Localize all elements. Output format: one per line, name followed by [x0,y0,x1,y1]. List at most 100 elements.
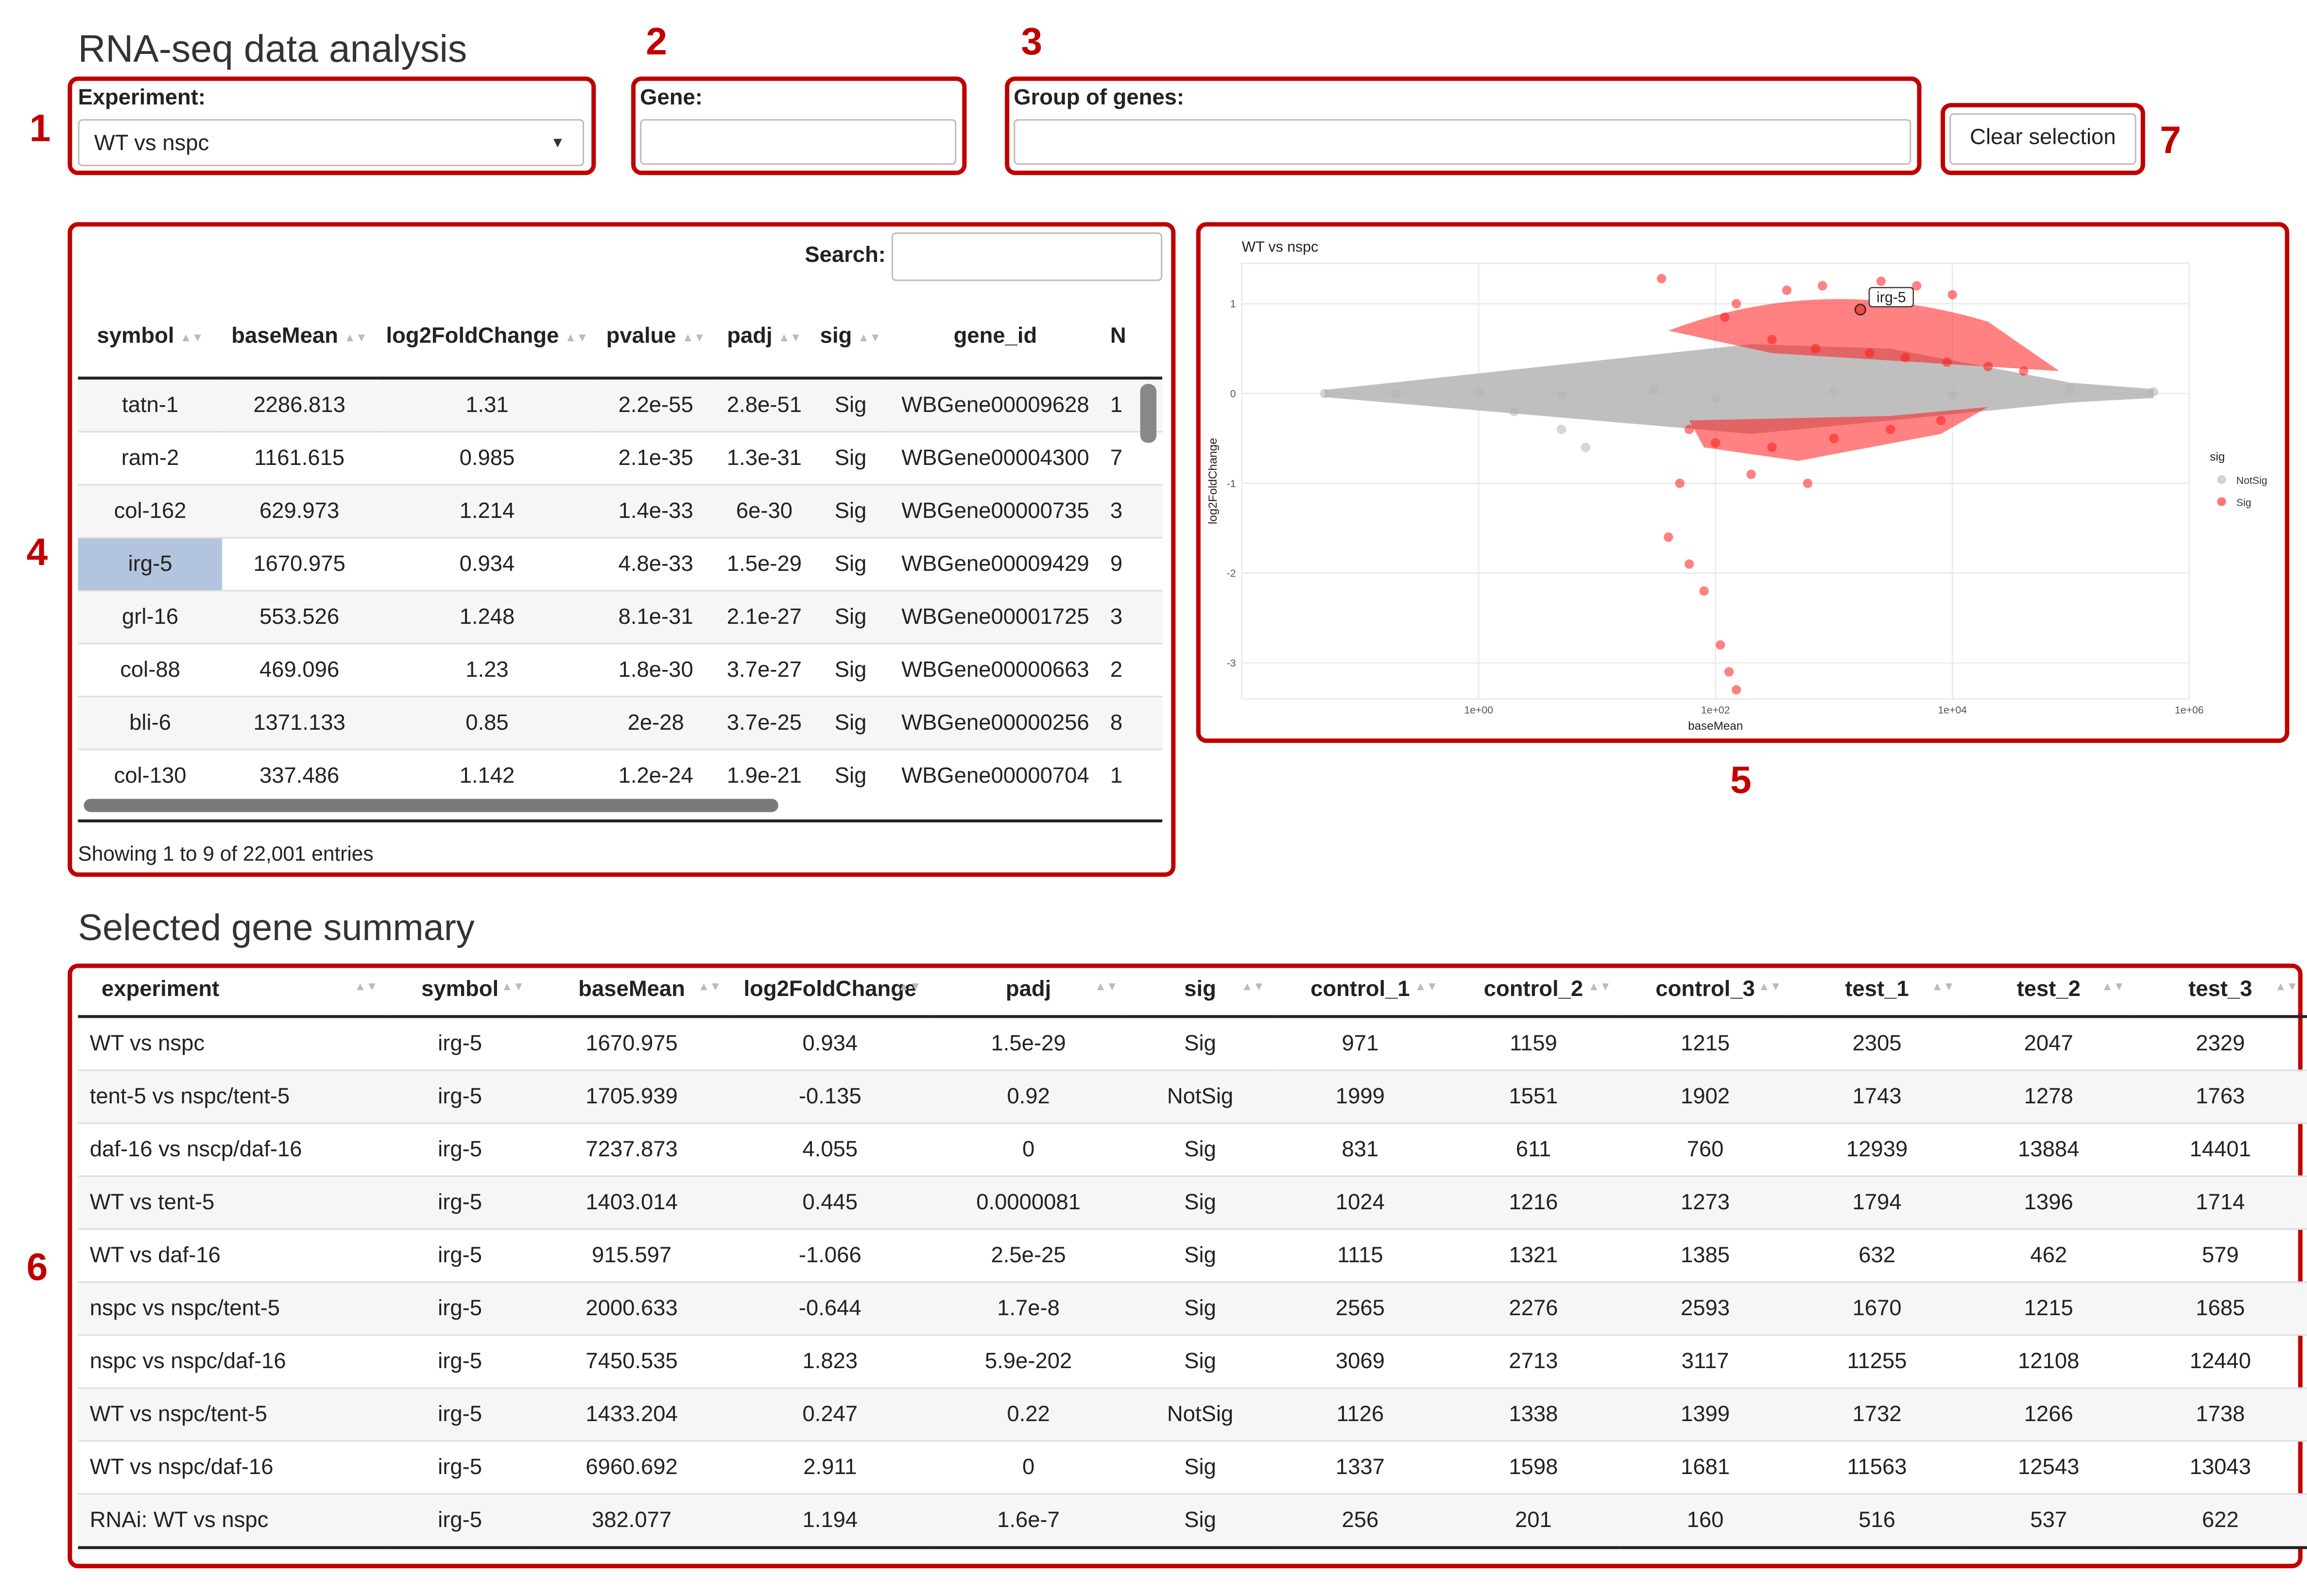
table-row[interactable]: col-162 629.973 1.214 1.4e-33 6e-30 Sig WBGene… [78,484,1163,538]
gene-input[interactable] [640,119,957,165]
summary-col-header-control-3[interactable]: control_3 ▲▼ [1620,963,1791,1018]
summary-cell-experiment: nspc vs nspc/tent-5 [78,1281,387,1335]
table-row[interactable]: irg-5 1670.975 0.934 4.8e-33 1.5e-29 Sig WBGen… [78,537,1163,591]
cell-n: 9 [1104,537,1163,591]
table-row[interactable]: tatn-1 2286.813 1.31 2.2e-55 2.8e-51 Sig WBGen… [78,377,1163,432]
col-header-pvalue[interactable]: pvalue ▲▼ [598,294,714,380]
cell-pvalue: 1.4e-33 [598,484,714,538]
data-point-notsig [1391,389,1401,398]
summary-cell-control-3: 2593 [1620,1281,1791,1335]
table-row[interactable]: grl-16 553.526 1.248 8.1e-31 2.1e-27 Sig WBGen… [78,590,1163,644]
col-header-symbol[interactable]: symbol ▲▼ [78,294,223,380]
summary-cell-control-2: 2713 [1446,1334,1620,1388]
y-tick-label: 1 [1230,299,1236,310]
summary-cell-test-1: 1732 [1790,1387,1964,1441]
cell-basemean: 337.486 [222,749,377,802]
summary-row[interactable]: WT vs nspc irg-5 1670.975 0.934 1.5e-29 Sig 97… [78,1015,2307,1070]
summary-cell-experiment: WT vs nspc [78,1015,387,1070]
horizontal-scrollbar[interactable] [78,796,1162,816]
horizontal-scrollbar-thumb[interactable] [84,799,778,812]
summary-col-header-sig[interactable]: sig ▲▼ [1127,963,1274,1018]
summary-cell-control-1: 1115 [1274,1228,1447,1282]
cell-padj: 3.7e-27 [714,643,815,697]
cell-symbol[interactable]: col-88 [78,643,223,697]
summary-cell-control-2: 1338 [1446,1387,1620,1441]
data-point-notsig [1710,393,1721,403]
summary-row[interactable]: tent-5 vs nspc/tent-5 irg-5 1705.939 -0.135… [78,1069,2307,1123]
cell-symbol[interactable]: col-162 [78,484,223,538]
summary-row[interactable]: WT vs nspc/daf-16 irg-5 6960.692 2.911 0 Sig 1… [78,1440,2307,1494]
ma-plot[interactable]: 1e+00 1e+02 1e+04 1e+06 1 0 -1 -2 -3 irg-5 WT vs n… [1206,231,2280,734]
group-panel-frame [1005,76,1922,175]
sort-arrows-icon: ▲▼ [2274,979,2298,993]
summary-row[interactable]: nspc vs nspc/daf-16 irg-5 7450.535 1.823 5.9… [78,1334,2307,1388]
cell-sig: Sig [814,377,887,432]
summary-cell-symbol: irg-5 [386,1281,534,1335]
highlighted-point[interactable] [1854,304,1866,316]
summary-header-row: experiment ▲▼ symbol ▲▼ baseMean ▲▼ log2FoldCh… [78,963,2307,1018]
sig-up-cloud [1668,299,2060,371]
data-point-sig [1810,343,1821,354]
col-header-sig[interactable]: sig ▲▼ [814,294,887,380]
table-row[interactable]: col-130 337.486 1.142 1.2e-24 1.9e-21 Sig WBGe… [78,749,1163,802]
summary-row[interactable]: WT vs tent-5 irg-5 1403.014 0.445 0.0000081 S… [78,1175,2307,1229]
summary-title: Selected gene summary [78,908,475,949]
summary-row[interactable]: WT vs nspc/tent-5 irg-5 1433.204 0.247 0.22 N… [78,1387,2307,1441]
col-header-n[interactable]: N [1104,294,1163,380]
col-header-gene-id[interactable]: gene_id [886,294,1104,380]
data-point-sig [1947,290,1957,300]
results-header-row: symbol ▲▼ baseMean ▲▼ log2FoldChange ▲▼ pva… [78,294,1163,380]
cell-pvalue: 2e-28 [598,696,714,750]
data-point-sig [1710,438,1721,448]
x-axis-label: baseMean [1688,720,1743,733]
summary-cell-sig: Sig [1127,1334,1274,1388]
summary-col-header-symbol[interactable]: symbol ▲▼ [386,963,534,1018]
summary-col-header-test-2[interactable]: test_2 ▲▼ [1963,963,2134,1018]
experiment-select[interactable]: WT vs nspc ▼ [78,119,585,167]
cell-sig: Sig [814,431,887,485]
search-label: Search: [805,242,886,268]
summary-col-header-control-2[interactable]: control_2 ▲▼ [1446,963,1620,1018]
col-header-basemean[interactable]: baseMean ▲▼ [222,294,377,380]
summary-col-header-padj[interactable]: padj ▲▼ [930,963,1127,1018]
summary-cell-test-1: 1794 [1790,1175,1964,1229]
summary-cell-padj: 0.92 [930,1069,1127,1123]
cell-symbol[interactable]: ram-2 [78,431,223,485]
summary-col-header-test-3[interactable]: test_3 ▲▼ [2134,963,2307,1018]
group-of-genes-input[interactable] [1014,119,1911,165]
summary-cell-test-1: 1743 [1790,1069,1964,1123]
summary-col-header-experiment[interactable]: experiment ▲▼ [78,963,387,1018]
vertical-scrollbar-thumb[interactable] [1140,384,1157,443]
cell-padj: 3.7e-25 [714,696,815,750]
table-row[interactable]: col-88 469.096 1.23 1.8e-30 3.7e-27 Sig WBGene… [78,643,1163,697]
cell-symbol[interactable]: grl-16 [78,590,223,644]
cell-gene-id: WBGene00000704 [886,749,1104,802]
summary-cell-experiment: WT vs nspc/daf-16 [78,1440,387,1494]
summary-col-header-log2foldchange[interactable]: log2FoldChange ▲▼ [730,963,930,1018]
cell-log2foldchange: 0.85 [376,696,598,750]
cell-sig: Sig [814,484,887,538]
summary-row[interactable]: nspc vs nspc/tent-5 irg-5 2000.633 -0.644 1.… [78,1281,2307,1335]
summary-col-header-control-1[interactable]: control_1 ▲▼ [1274,963,1447,1018]
summary-row[interactable]: RNAi: WT vs nspc irg-5 382.077 1.194 1.6e-7 S… [78,1493,2307,1549]
table-row[interactable]: bli-6 1371.133 0.85 2e-28 3.7e-25 Sig WBGene00… [78,696,1163,750]
summary-col-header-test-1[interactable]: test_1 ▲▼ [1790,963,1964,1018]
col-header-log2foldchange[interactable]: log2FoldChange ▲▼ [376,294,598,380]
col-header-padj[interactable]: padj ▲▼ [714,294,815,380]
cell-padj: 6e-30 [714,484,815,538]
results-table-body: tatn-1 2286.813 1.31 2.2e-55 2.8e-51 Sig WBGen… [78,377,1163,802]
summary-row[interactable]: daf-16 vs nscp/daf-16 irg-5 7237.873 4.055 0… [78,1122,2307,1176]
summary-col-header-basemean[interactable]: baseMean ▲▼ [533,963,730,1018]
cell-symbol[interactable]: col-130 [78,749,223,802]
summary-cell-basemean: 1403.014 [533,1175,730,1229]
search-input[interactable] [891,232,1163,281]
cell-symbol[interactable]: irg-5 [78,537,223,591]
cell-symbol[interactable]: bli-6 [78,696,223,750]
data-point-sig [1656,274,1667,284]
summary-row[interactable]: WT vs daf-16 irg-5 915.597 -1.066 2.5e-25 Sig… [78,1228,2307,1282]
cell-symbol[interactable]: tatn-1 [78,377,223,432]
cell-gene-id: WBGene00000663 [886,643,1104,697]
table-row[interactable]: ram-2 1161.615 0.985 2.1e-35 1.3e-31 Sig WBGen… [78,431,1163,485]
summary-cell-symbol: irg-5 [386,1387,534,1441]
clear-selection-button[interactable]: Clear selection [1949,113,2136,165]
